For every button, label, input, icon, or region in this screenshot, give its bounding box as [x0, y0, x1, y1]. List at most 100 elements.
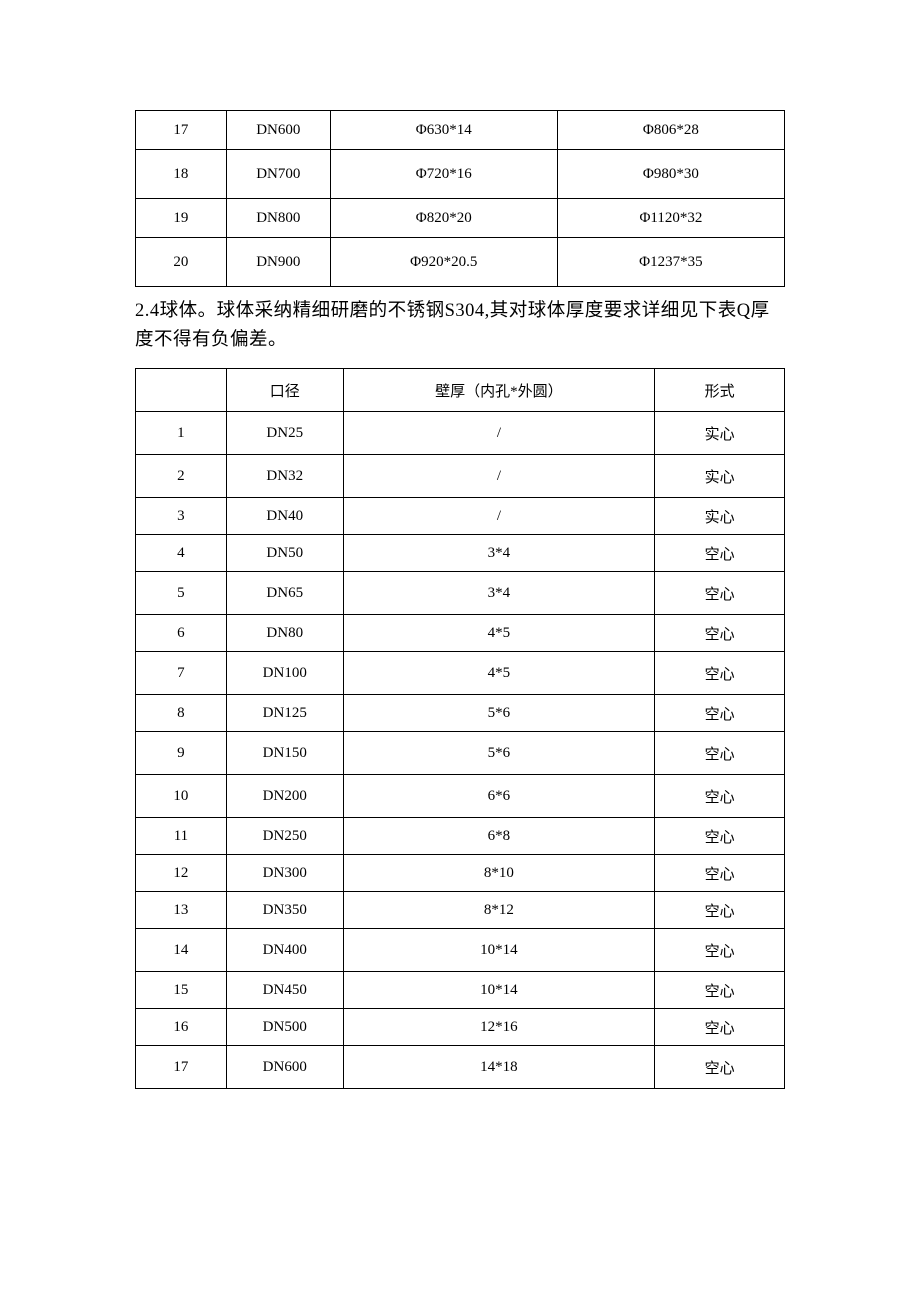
cell-form: 空心 — [655, 855, 785, 892]
table-row: 13DN3508*12空心 — [136, 892, 785, 929]
cell-thickness: 5*6 — [343, 732, 655, 775]
cell-thickness: 4*5 — [343, 652, 655, 695]
cell-thickness: / — [343, 412, 655, 455]
cell-thickness: 12*16 — [343, 1009, 655, 1046]
cell-c1: Φ630*14 — [330, 111, 557, 150]
cell-c1: Φ920*20.5 — [330, 238, 557, 287]
table-row: 2DN32/实心 — [136, 455, 785, 498]
cell-index: 7 — [136, 652, 227, 695]
cell-diameter: DN200 — [226, 775, 343, 818]
cell-thickness: 5*6 — [343, 695, 655, 732]
cell-c2: Φ806*28 — [557, 111, 784, 150]
cell-diameter: DN600 — [226, 1046, 343, 1089]
cell-index: 9 — [136, 732, 227, 775]
cell-form: 空心 — [655, 535, 785, 572]
cell-diameter: DN250 — [226, 818, 343, 855]
cell-diameter: DN300 — [226, 855, 343, 892]
cell-form: 空心 — [655, 732, 785, 775]
cell-index: 14 — [136, 929, 227, 972]
cell-thickness: 3*4 — [343, 572, 655, 615]
cell-diameter: DN450 — [226, 972, 343, 1009]
cell-form: 空心 — [655, 972, 785, 1009]
cell-form: 空心 — [655, 775, 785, 818]
cell-index: 11 — [136, 818, 227, 855]
cell-dn: DN600 — [226, 111, 330, 150]
table-row: 6DN804*5空心 — [136, 615, 785, 652]
cell-index: 1 — [136, 412, 227, 455]
cell-thickness: 14*18 — [343, 1046, 655, 1089]
cell-thickness: / — [343, 455, 655, 498]
cell-form: 空心 — [655, 818, 785, 855]
cell-index: 13 — [136, 892, 227, 929]
cell-index: 6 — [136, 615, 227, 652]
cell-index: 15 — [136, 972, 227, 1009]
cell-thickness: 6*8 — [343, 818, 655, 855]
cell-form: 空心 — [655, 1009, 785, 1046]
cell-index: 5 — [136, 572, 227, 615]
document-page: 17DN600Φ630*14Φ806*2818DN700Φ720*16Φ980*… — [0, 0, 920, 1149]
table-row: 17DN60014*18空心 — [136, 1046, 785, 1089]
cell-form: 实心 — [655, 498, 785, 535]
cell-form: 实心 — [655, 412, 785, 455]
cell-index: 18 — [136, 150, 227, 199]
cell-form: 空心 — [655, 572, 785, 615]
cell-index: 20 — [136, 238, 227, 287]
table-row: 14DN40010*14空心 — [136, 929, 785, 972]
ball-thickness-table: 口径 壁厚（内孔*外圆） 形式 1DN25/实心2DN32/实心3DN40/实心… — [135, 368, 785, 1089]
table-row: 20DN900Φ920*20.5Φ1237*35 — [136, 238, 785, 287]
cell-dn: DN700 — [226, 150, 330, 199]
table-row: 7DN1004*5空心 — [136, 652, 785, 695]
pipe-size-table: 17DN600Φ630*14Φ806*28 18DN700Φ720*16Φ980*… — [135, 110, 785, 287]
table-row: 15DN45010*14空心 — [136, 972, 785, 1009]
header-form: 形式 — [655, 369, 785, 412]
cell-c1: Φ820*20 — [330, 199, 557, 238]
cell-diameter: DN50 — [226, 535, 343, 572]
cell-diameter: DN25 — [226, 412, 343, 455]
table-row: 1DN25/实心 — [136, 412, 785, 455]
table-row: 5DN653*4空心 — [136, 572, 785, 615]
cell-index: 8 — [136, 695, 227, 732]
cell-form: 实心 — [655, 455, 785, 498]
cell-index: 12 — [136, 855, 227, 892]
table-row: 10DN2006*6空心 — [136, 775, 785, 818]
table-row: 8DN1255*6空心 — [136, 695, 785, 732]
cell-form: 空心 — [655, 615, 785, 652]
table-row: 16DN50012*16空心 — [136, 1009, 785, 1046]
cell-c2: Φ1237*35 — [557, 238, 784, 287]
table-header-row: 口径 壁厚（内孔*外圆） 形式 — [136, 369, 785, 412]
cell-diameter: DN150 — [226, 732, 343, 775]
cell-c2: Φ980*30 — [557, 150, 784, 199]
header-diameter: 口径 — [226, 369, 343, 412]
cell-form: 空心 — [655, 1046, 785, 1089]
cell-thickness: 10*14 — [343, 929, 655, 972]
cell-form: 空心 — [655, 892, 785, 929]
cell-index: 17 — [136, 111, 227, 150]
section-2-4-paragraph: 2.4球体。球体采纳精细研磨的不锈钢S304,其对球体厚度要求详细见下表Q厚度不… — [135, 297, 785, 354]
table-row: 19DN800Φ820*20Φ1120*32 — [136, 199, 785, 238]
cell-thickness: 8*12 — [343, 892, 655, 929]
cell-diameter: DN40 — [226, 498, 343, 535]
cell-dn: DN900 — [226, 238, 330, 287]
cell-index: 16 — [136, 1009, 227, 1046]
cell-index: 10 — [136, 775, 227, 818]
cell-index: 17 — [136, 1046, 227, 1089]
cell-form: 空心 — [655, 929, 785, 972]
cell-thickness: / — [343, 498, 655, 535]
cell-form: 空心 — [655, 695, 785, 732]
cell-dn: DN800 — [226, 199, 330, 238]
cell-diameter: DN80 — [226, 615, 343, 652]
header-thickness: 壁厚（内孔*外圆） — [343, 369, 655, 412]
cell-index: 4 — [136, 535, 227, 572]
cell-diameter: DN100 — [226, 652, 343, 695]
table-row: 12DN3008*10空心 — [136, 855, 785, 892]
cell-index: 3 — [136, 498, 227, 535]
table-row: 11DN2506*8空心 — [136, 818, 785, 855]
cell-thickness: 4*5 — [343, 615, 655, 652]
cell-c1: Φ720*16 — [330, 150, 557, 199]
table-row: 4DN503*4空心 — [136, 535, 785, 572]
table-row: 3DN40/实心 — [136, 498, 785, 535]
cell-c2: Φ1120*32 — [557, 199, 784, 238]
cell-form: 空心 — [655, 652, 785, 695]
table-row: 9DN1505*6空心 — [136, 732, 785, 775]
cell-diameter: DN32 — [226, 455, 343, 498]
